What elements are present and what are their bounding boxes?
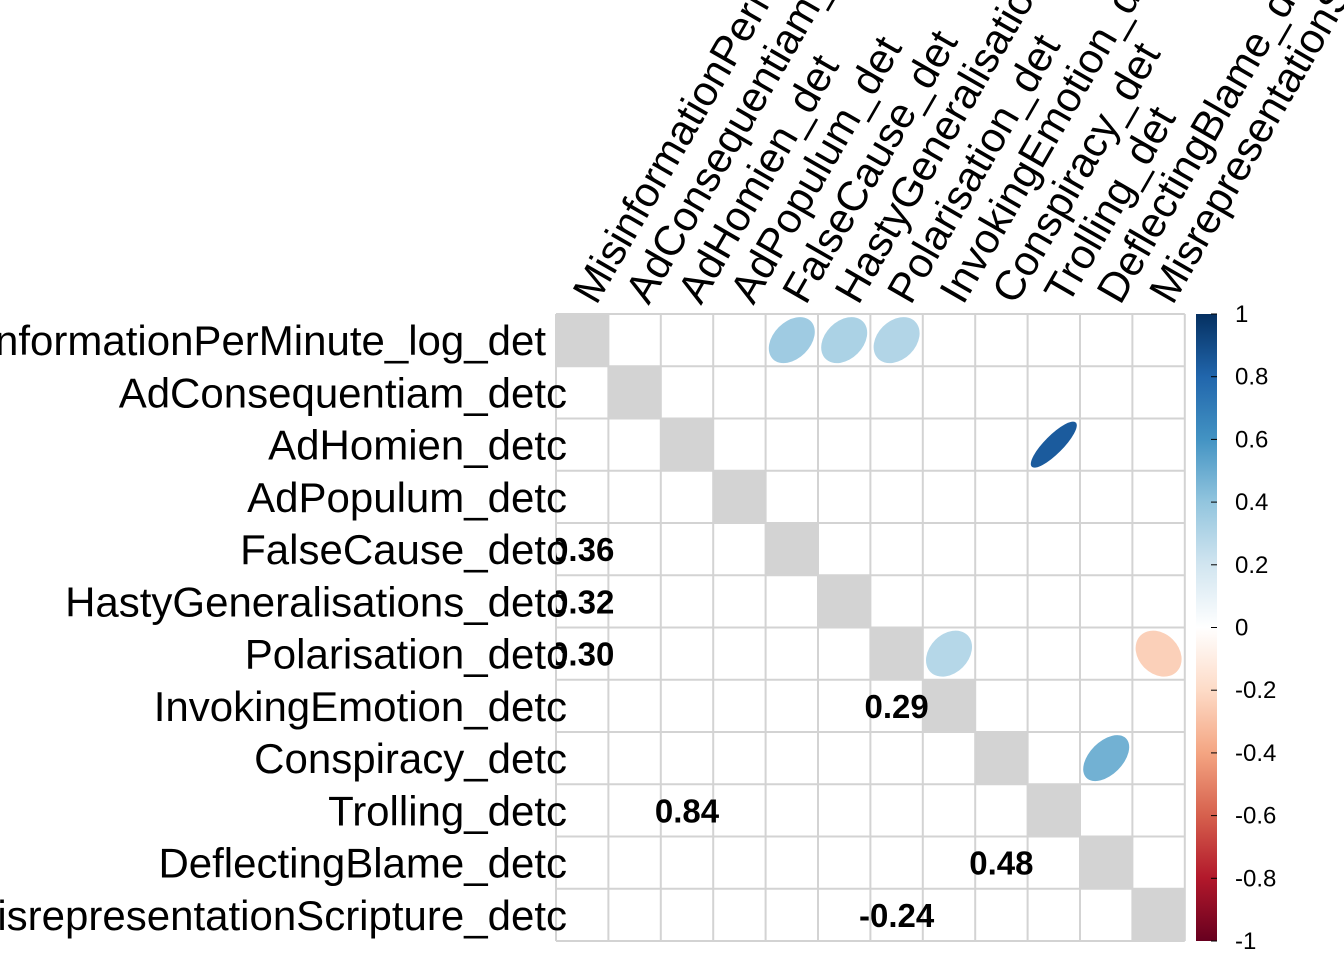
column-labels: MisinformationPerMinute_log_detAdConsequ… xyxy=(563,0,1344,311)
row-label: FalseCause_det xyxy=(240,526,546,573)
correlation-ellipse xyxy=(768,317,815,364)
colorbar-tick-label: 0.2 xyxy=(1235,552,1268,579)
correlation-ellipse xyxy=(1135,630,1182,677)
correlation-ellipse xyxy=(926,630,972,677)
row-label-overflow: c xyxy=(546,683,567,730)
correlation-ellipse xyxy=(1030,421,1077,468)
diagonal-cell xyxy=(1080,836,1133,889)
correlation-ellipse xyxy=(821,317,868,364)
row-label: HastyGeneralisations_det xyxy=(65,578,546,625)
correlation-value: 0.30 xyxy=(550,636,614,673)
row-label: AdPopulum_det xyxy=(247,474,546,521)
colorbar-tick-label: 0.6 xyxy=(1235,426,1268,453)
correlation-value: 0.36 xyxy=(550,531,614,568)
colorbar-tick-label: 1 xyxy=(1235,301,1248,328)
colorbar-tick-label: 0 xyxy=(1235,615,1248,642)
row-label-overflow: c xyxy=(546,474,567,521)
colorbar-tick-label: 0.8 xyxy=(1235,364,1268,391)
row-label-overflow: c xyxy=(546,422,567,469)
row-label: Polarisation_det xyxy=(245,631,547,678)
row-label-overflow: c xyxy=(546,369,567,416)
matrix-marks: 0.36 0.32 0.30 0.29 0.84 0.48 -0.24 xyxy=(550,317,1182,934)
diagonal-cell xyxy=(608,366,661,419)
row-label-overflow: c xyxy=(546,840,567,887)
row-label-overflow: c xyxy=(546,631,567,678)
diagonal-cell xyxy=(818,575,871,628)
diagonal-cell xyxy=(660,418,714,471)
colorbar-tick-label: -0.2 xyxy=(1235,677,1276,704)
colorbar-tick-label: -1 xyxy=(1235,928,1256,955)
row-label-overflow: c xyxy=(546,526,567,573)
row-label: Conspiracy_det xyxy=(254,735,546,782)
correlation-value: -0.24 xyxy=(859,897,935,934)
correlation-value: 0.84 xyxy=(655,792,720,829)
colorbar-tick-label: -0.8 xyxy=(1235,865,1276,892)
row-label-overflow: c xyxy=(546,892,567,939)
diagonal-cell xyxy=(1132,888,1185,941)
row-labels: MisinformationPerMinute_log_det AdConsequ… xyxy=(0,317,567,939)
row-label: MisrepresentationScripture_det xyxy=(0,892,546,939)
colorbar-gradient xyxy=(1196,314,1217,941)
row-label: MisinformationPerMinute_log_det xyxy=(0,317,546,364)
row-label: InvokingEmotion_det xyxy=(154,683,547,730)
row-label: DeflectingBlame_det xyxy=(158,840,546,887)
colorbar-tick-label: 0.4 xyxy=(1235,489,1268,516)
diagonal-cell xyxy=(713,470,766,523)
colorbar: 1 0.8 0.6 0.4 0.2 0 -0.2 -0.4 -0.6 -0.8 -1 xyxy=(1196,301,1276,955)
row-label: Trolling_det xyxy=(328,787,546,834)
row-label: AdConsequentiam_det xyxy=(119,369,547,416)
diagonal-cell xyxy=(870,627,923,680)
correlation-value: 0.48 xyxy=(969,845,1033,882)
colorbar-tick-label: -0.4 xyxy=(1235,740,1276,767)
colorbar-ticks: 1 0.8 0.6 0.4 0.2 0 -0.2 -0.4 -0.6 -0.8 -1 xyxy=(1211,301,1276,955)
diagonal-cell xyxy=(975,732,1028,785)
row-label-overflow: c xyxy=(546,787,567,834)
diagonal-cell xyxy=(922,679,976,732)
row-label: AdHomien_det xyxy=(268,422,546,469)
correlation-value: 0.32 xyxy=(550,583,614,620)
correlation-value: 0.29 xyxy=(864,688,928,725)
colorbar-tick-label: -0.6 xyxy=(1235,803,1276,830)
correlation-ellipse xyxy=(1083,735,1130,782)
row-label-overflow: c xyxy=(546,735,567,782)
diagonal-cell xyxy=(1027,784,1080,837)
diagonal-cell xyxy=(765,523,818,576)
diagonal-cell xyxy=(556,314,609,367)
row-label-overflow: c xyxy=(546,578,567,625)
matrix-grid xyxy=(555,313,1186,942)
correlation-ellipse xyxy=(873,317,920,364)
